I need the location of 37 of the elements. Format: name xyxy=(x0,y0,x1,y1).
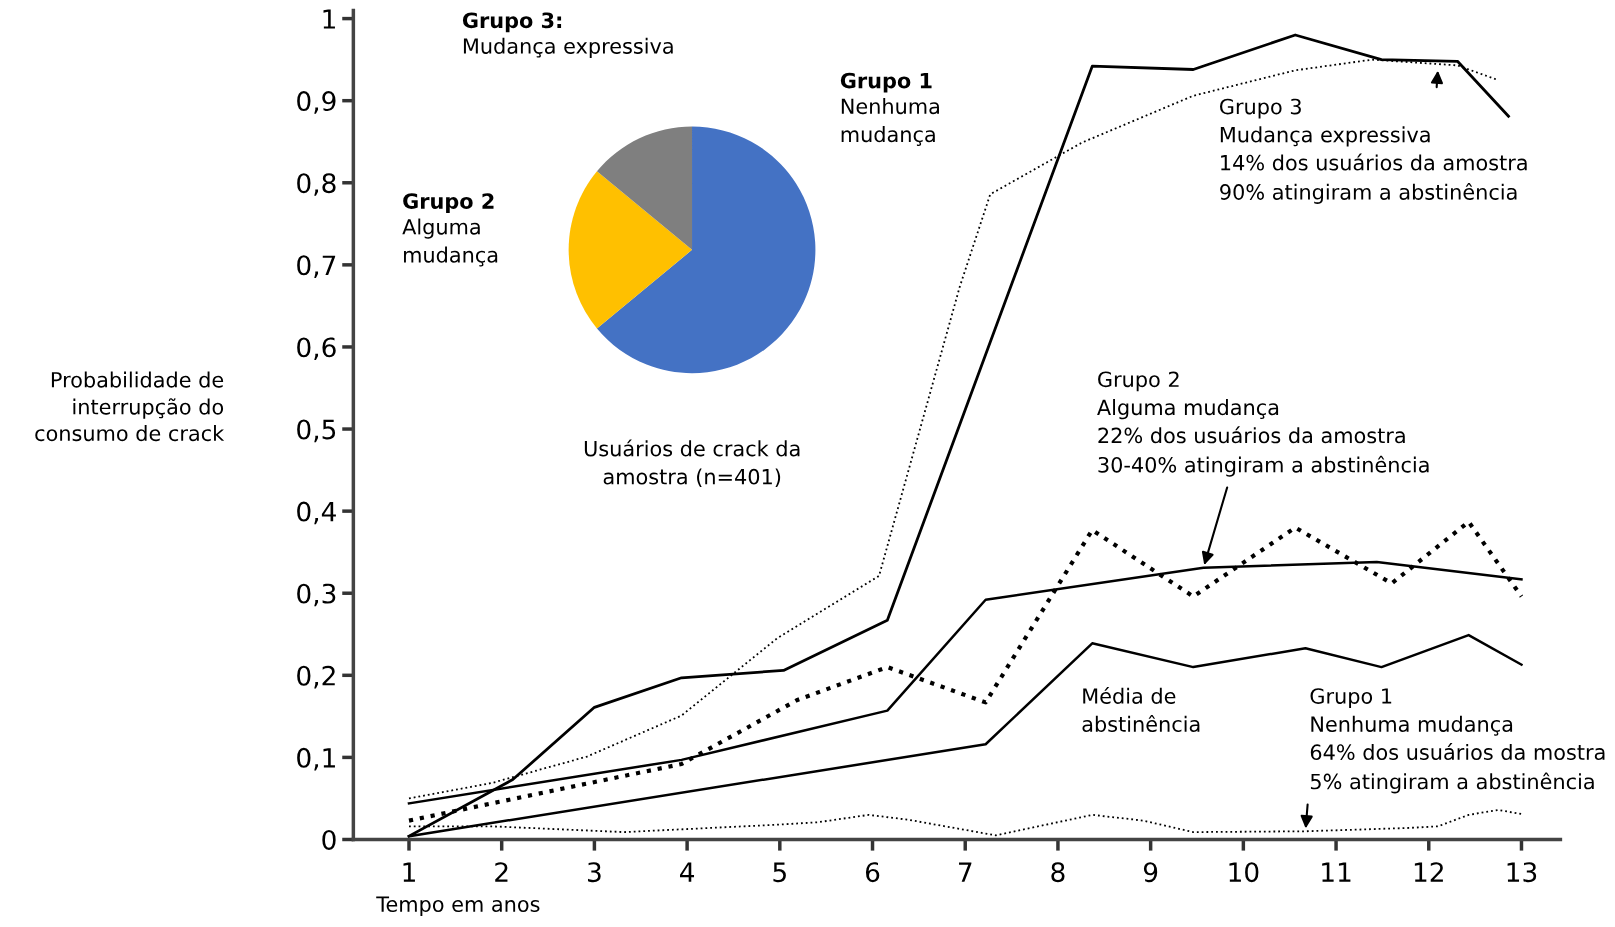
y-tick-label: 0,8 xyxy=(297,173,336,196)
y-tick-label: 0,7 xyxy=(297,255,336,278)
y-tick-label: 0,3 xyxy=(297,583,336,607)
slice-label: Grupo 1 Nenhuma mudança xyxy=(840,72,939,146)
text: Usuários de crack da amostra (n=401) xyxy=(584,439,800,487)
x-tick-label: 2 xyxy=(495,862,508,882)
y-tick-label: 0,2 xyxy=(297,665,335,689)
y-tick-label: 0,6 xyxy=(297,337,336,361)
slice-label: Grupo 2 Alguma mudança xyxy=(402,193,498,267)
x-tick-label: 10 xyxy=(1229,862,1259,883)
y-tick-label: 0,4 xyxy=(297,501,336,525)
pie-slice xyxy=(568,171,693,329)
y-tick-label: 1 xyxy=(323,9,335,29)
pie-slice xyxy=(596,126,816,374)
x-tick-label: 13 xyxy=(1507,862,1537,883)
y-tick-label: 0 xyxy=(322,829,336,850)
x-tick-label: 11 xyxy=(1322,862,1351,882)
y-tick-label: 0,9 xyxy=(297,91,336,114)
x-axis-title: Tempo em anos xyxy=(376,896,540,917)
x-tick-label: 8 xyxy=(1051,862,1065,883)
x-tick-label: 4 xyxy=(680,862,695,882)
annotation: Média de abstinência xyxy=(1082,686,1200,732)
x-tick-label: 6 xyxy=(865,862,880,883)
annotation: Grupo 1 Nenhuma mudança 64% dos usuários da mostra 5% atingiram a abstinência xyxy=(1310,688,1605,794)
annotation: Grupo 3 Mudança expressiva 14% dos usuários da amostra 90% atingiram a abstinência xyxy=(1219,98,1527,204)
x-tick-label: 12 xyxy=(1414,862,1443,882)
y-axis-title: Probabilidade de interrupção do consumo de crack xyxy=(35,371,225,442)
y-tick-label: 0,5 xyxy=(297,419,336,443)
x-tick-label: 7 xyxy=(959,862,972,882)
x-tick-label: 1 xyxy=(403,862,415,882)
annotation: Grupo 2 Alguma mudança 22% dos usuários da amostra 30-40% atingiram a abstinência xyxy=(1097,371,1429,477)
y-tick-label: 0,1 xyxy=(297,747,335,771)
slice-label: Grupo 3: Mudança expressiva xyxy=(462,12,673,58)
pie-slice xyxy=(596,126,693,250)
x-tick-label: 5 xyxy=(773,862,786,883)
x-tick-label: 3 xyxy=(588,862,601,883)
x-tick-label: 9 xyxy=(1143,862,1158,883)
